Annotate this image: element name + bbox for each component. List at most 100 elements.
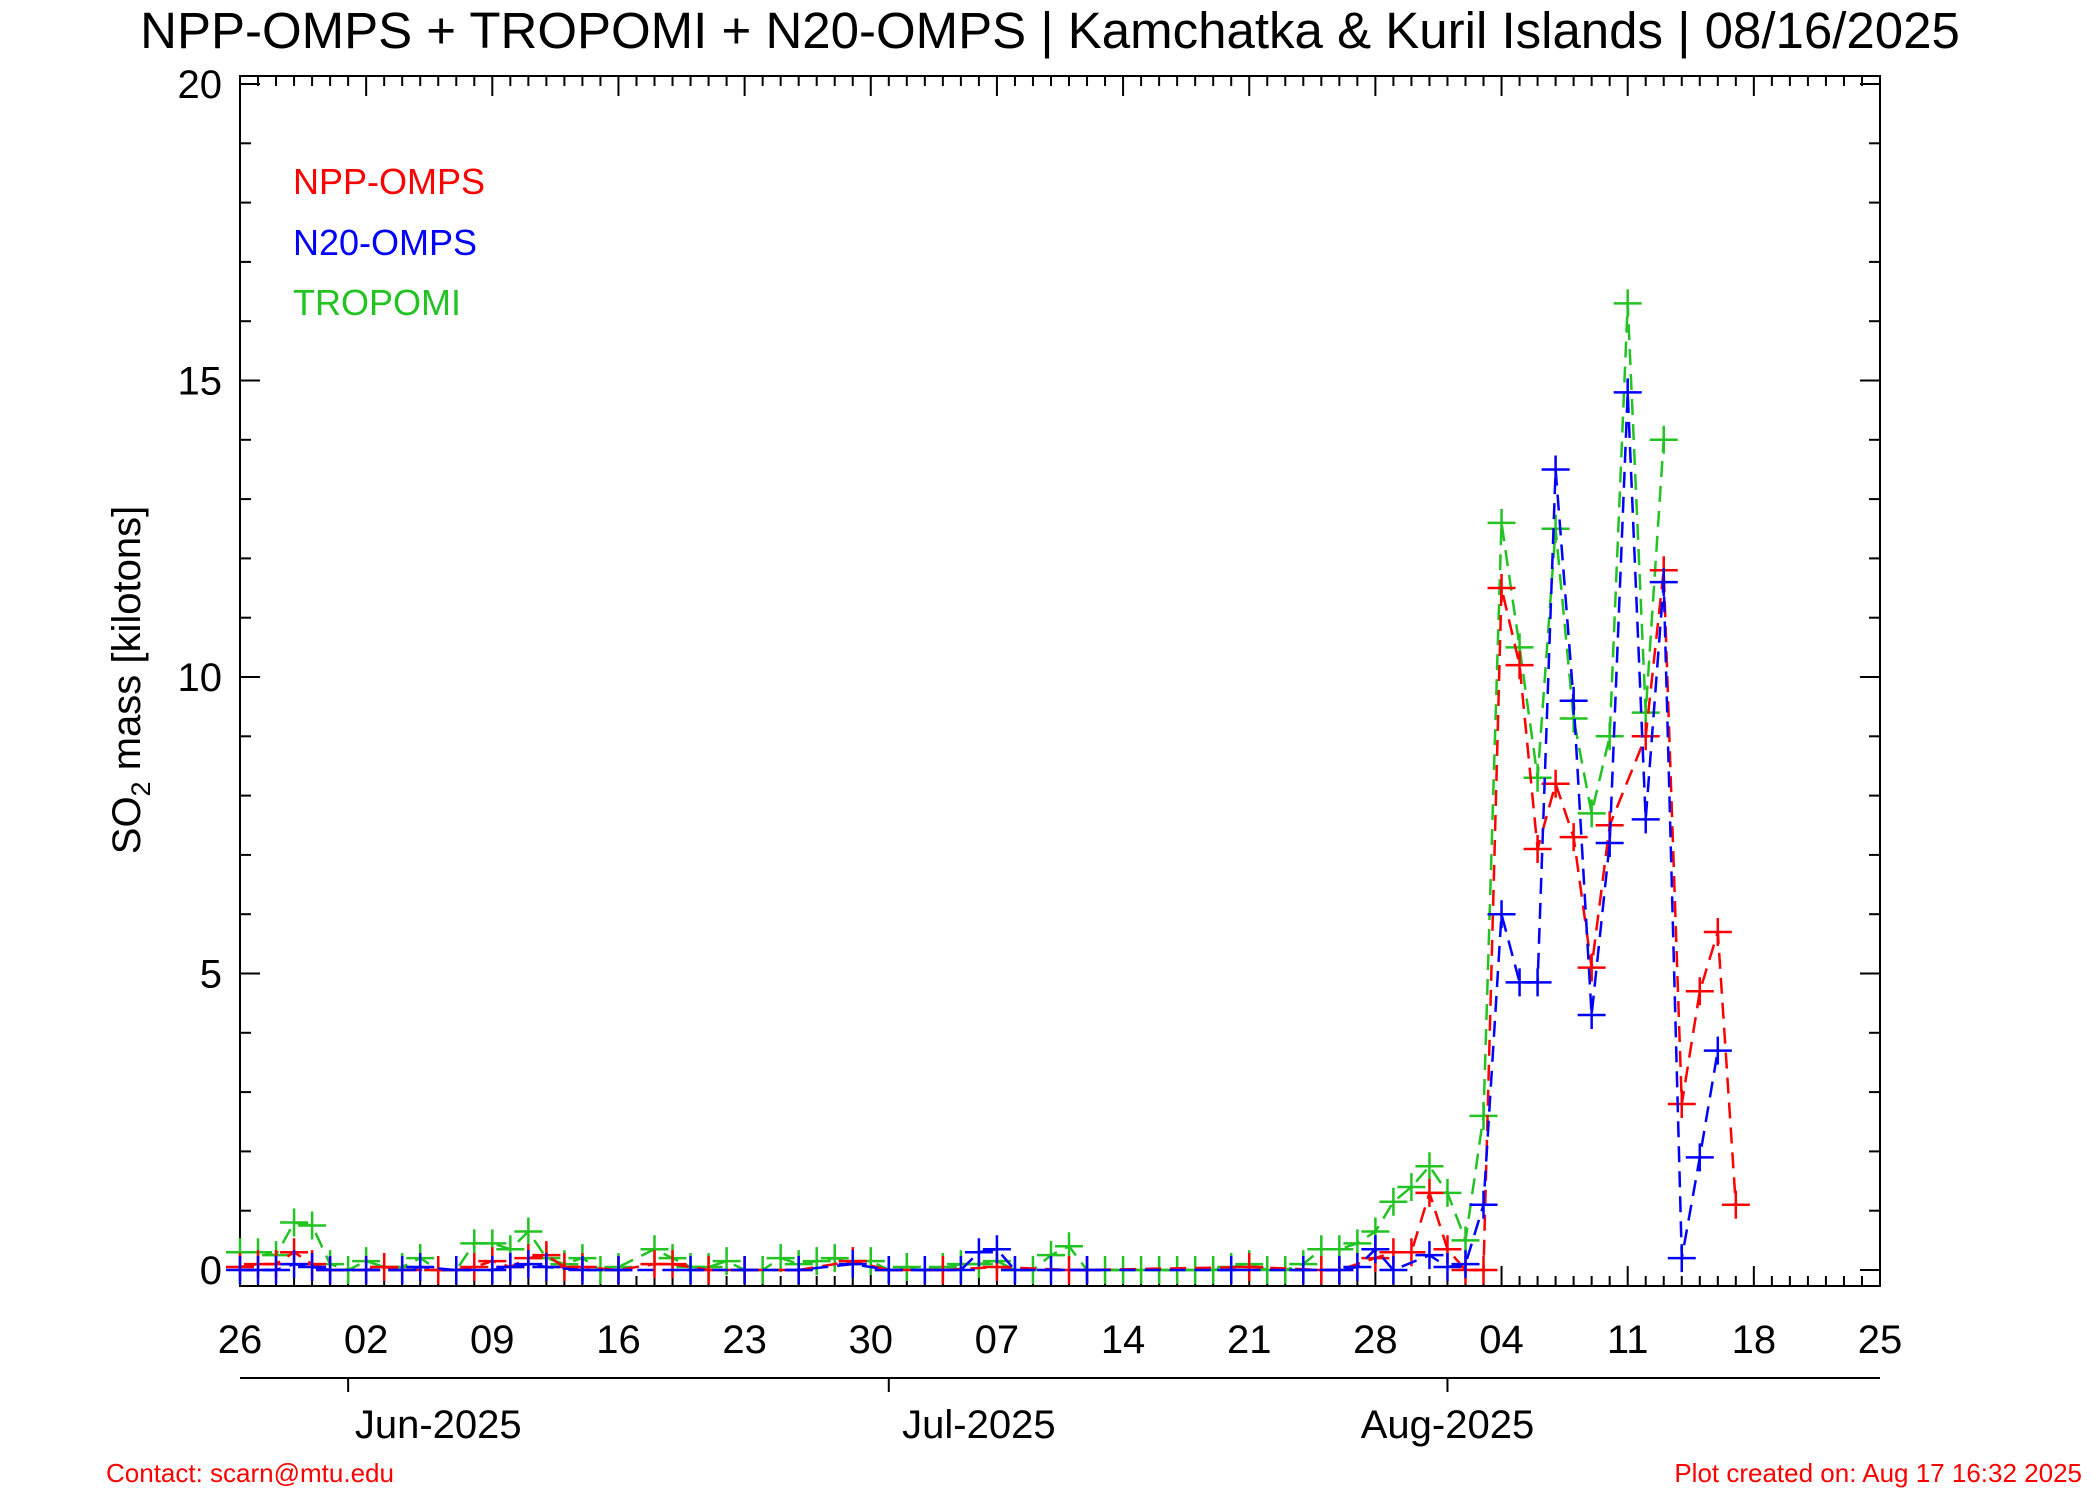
x-tick-label: 28 [1353,1318,1398,1362]
legend-label-npp-omps: NPP-OMPS [293,161,485,202]
y-axis: 0 5 10 15 20 [178,63,1880,1293]
x-tick-label: 16 [596,1318,641,1362]
data-point-marker [262,1256,291,1284]
data-point-marker [1541,769,1570,798]
data-point-marker [802,1247,831,1276]
data-point-marker [1631,805,1660,834]
y-tick-label: 15 [178,360,223,404]
month-label: Jun-2025 [355,1403,522,1447]
data-point-marker [982,1235,1011,1264]
data-point-marker [298,1253,327,1282]
data-point-marker [874,1256,903,1284]
data-point-marker [838,1250,867,1279]
series-line-n20-omps [240,391,1720,1272]
data-point-marker [1523,968,1552,997]
series-npp-omps [226,556,1750,1284]
data-point-marker [910,1256,939,1284]
series-line-npp-omps [239,569,1738,1272]
data-point-marker [1649,568,1678,597]
month-axis: Jun-2025 Jul-2025 Aug-2025 [240,1377,1880,1447]
data-point-marker [1469,1256,1498,1284]
legend-label-n20-omps: N20-OMPS [293,222,477,263]
data-point-marker [946,1256,975,1284]
data-point-marker [1541,514,1570,543]
data-point-marker [1541,455,1570,484]
y-axis-title-main: SO [105,796,149,854]
data-point-marker [406,1253,435,1282]
data-point-marker [298,1211,327,1240]
data-point-marker [568,1256,597,1284]
data-point-marker [1685,977,1714,1006]
plot-frame [239,75,1881,1287]
data-point-marker [1325,1256,1354,1284]
x-tick-label: 04 [1479,1318,1524,1362]
data-point-marker [676,1256,705,1284]
data-point-marker [766,1244,795,1273]
data-point-marker [370,1253,399,1282]
data-point-marker [1595,722,1624,751]
data-point-marker [604,1256,633,1284]
data-point-marker [514,1250,543,1279]
data-point-marker [1397,1172,1426,1201]
data-point-marker [1577,953,1606,982]
data-point-marker [1685,1143,1714,1172]
data-point-marker [658,1250,687,1279]
contact-text: Contact: scarn@mtu.edu [106,1458,394,1488]
y-tick-label: 10 [178,656,223,700]
x-tick-label: 30 [849,1318,894,1362]
data-point-marker [1343,1229,1372,1258]
data-point-marker [820,1244,849,1273]
data-point-marker [514,1217,543,1246]
y-tick-label: 5 [200,953,222,997]
data-point-marker [1649,425,1678,454]
data-point-marker [1361,1235,1390,1264]
series-n20-omps [226,378,1732,1284]
legend: NPP-OMPS N20-OMPS TROPOMI [293,161,485,323]
plot-created-text: Plot created on: Aug 17 16:32 2025 [1674,1458,2082,1488]
data-point-marker [1415,1178,1444,1207]
chart-title: NPP-OMPS + TROPOMI + N20-OMPS | Kamchatk… [140,2,1960,59]
data-point-marker [316,1256,345,1284]
data-point-marker [1631,722,1660,751]
data-point-marker [1523,834,1552,863]
y-axis-title-subscript: 2 [126,781,156,796]
x-tick-label: 09 [470,1318,515,1362]
x-tick-label: 14 [1101,1318,1146,1362]
data-point-marker [1703,917,1732,946]
data-point-marker [460,1253,489,1282]
data-point-marker [1577,799,1606,828]
y-axis-title-rest: mass [kilotons] [105,506,149,782]
data-point-marker [280,1208,309,1237]
data-point-marker [1036,1256,1065,1284]
data-point-marker [1451,1250,1480,1279]
data-point-marker [1559,686,1588,715]
data-point-marker [1415,1152,1444,1181]
x-tick-label: 07 [975,1318,1020,1362]
data-point-marker [1667,1244,1696,1273]
series-line-tropomi [240,302,1665,1272]
data-point-marker [352,1256,381,1284]
y-axis-title: SO2 mass [kilotons] [105,506,156,854]
data-point-marker [1487,508,1516,537]
data-point-marker [730,1256,759,1284]
x-tick-label: 21 [1227,1318,1272,1362]
data-point-marker [1433,1253,1462,1282]
data-point-marker [1469,1190,1498,1219]
data-point-marker [1379,1256,1408,1284]
series-tropomi [226,289,1678,1284]
data-point-marker [1451,1226,1480,1255]
data-point-marker [784,1256,813,1284]
y-tick-label: 0 [200,1249,222,1293]
series-layer [226,289,1750,1284]
data-point-marker [1667,1089,1696,1118]
data-point-marker [1217,1256,1246,1284]
month-label: Aug-2025 [1361,1403,1534,1447]
data-point-marker [1235,1253,1264,1282]
data-point-marker [1000,1256,1029,1284]
x-tick-label: 18 [1732,1318,1777,1362]
data-point-marker [1487,900,1516,929]
data-point-marker [280,1250,309,1279]
data-point-marker [1595,829,1624,858]
data-point-marker [478,1256,507,1284]
